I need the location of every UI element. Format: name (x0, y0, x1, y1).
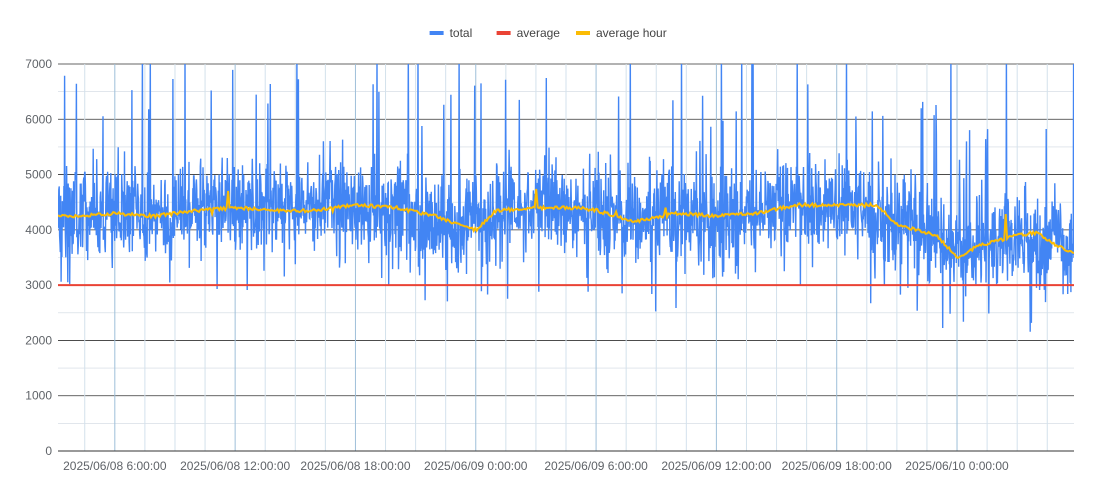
x-tick-label: 2025/06/08 12:00:00 (180, 459, 290, 473)
legend-label: total (450, 26, 473, 40)
x-axis: 2025/06/08 6:00:00 2025/06/08 12:00:00 202… (63, 459, 1009, 473)
y-tick-label: 1000 (25, 389, 52, 403)
x-tick-label: 2025/06/08 6:00:00 (63, 459, 167, 473)
y-tick-label: 4000 (25, 223, 52, 237)
legend-label: average hour (596, 26, 667, 40)
x-tick-label: 2025/06/10 0:00:00 (905, 459, 1009, 473)
x-tick-label: 2025/06/09 18:00:00 (782, 459, 892, 473)
series-average-hour-line (58, 188, 1074, 260)
y-tick-label: 0 (45, 444, 52, 458)
y-tick-label: 5000 (25, 168, 52, 182)
plot-area (58, 64, 1074, 332)
y-tick-label: 3000 (25, 278, 52, 292)
legend-label: average (517, 26, 561, 40)
series-total-line (58, 64, 1074, 332)
y-tick-label: 7000 (25, 57, 52, 71)
x-tick-label: 2025/06/09 12:00:00 (661, 459, 771, 473)
legend: total average average hour (429, 26, 667, 40)
y-tick-label: 6000 (25, 112, 52, 126)
y-axis: 0 1000 2000 3000 4000 5000 6000 7000 (25, 57, 1074, 458)
x-tick-label: 2025/06/09 0:00:00 (424, 459, 528, 473)
x-tick-label: 2025/06/08 18:00:00 (300, 459, 410, 473)
x-tick-label: 2025/06/09 6:00:00 (544, 459, 648, 473)
y-tick-label: 2000 (25, 333, 52, 347)
